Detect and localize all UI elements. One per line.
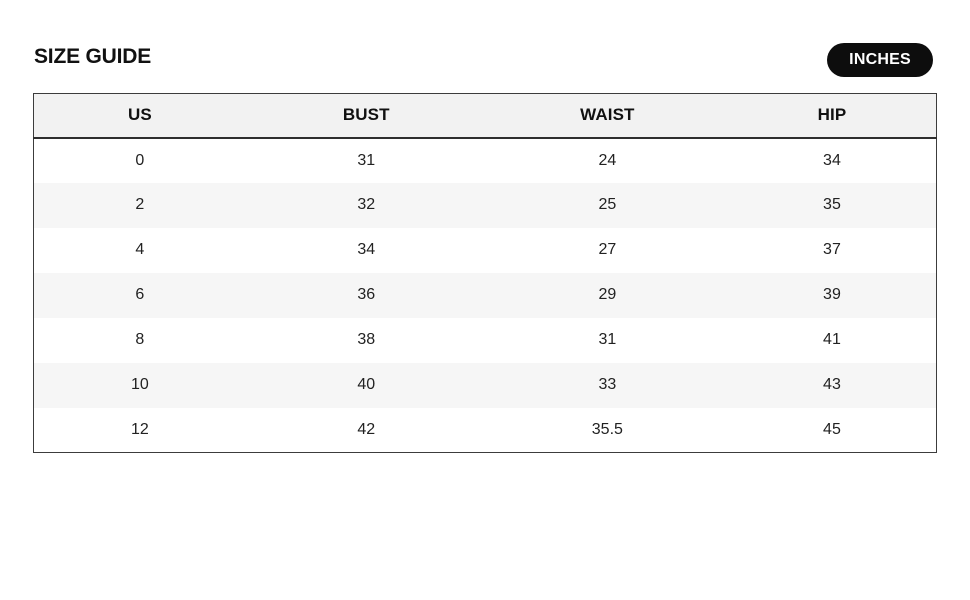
- cell-hip: 41: [727, 317, 937, 363]
- cell-bust: 38: [245, 317, 487, 363]
- units-toggle-button[interactable]: INCHES: [827, 43, 933, 77]
- table-row: 10 40 33 43: [33, 362, 937, 408]
- column-header-us: US: [33, 93, 246, 139]
- table-row: 0 31 24 34: [33, 137, 937, 183]
- cell-hip: 39: [727, 272, 937, 318]
- column-header-hip: HIP: [727, 93, 937, 139]
- cell-waist: 25: [486, 182, 728, 228]
- cell-bust: 36: [245, 272, 487, 318]
- size-guide-table: US BUST WAIST HIP 0 31 24 34 2 32 25 35 …: [33, 93, 937, 453]
- table-header: US BUST WAIST HIP: [33, 93, 937, 139]
- cell-waist: 33: [486, 362, 728, 408]
- cell-us: 2: [33, 182, 246, 228]
- table-header-row: US BUST WAIST HIP: [33, 93, 937, 139]
- page-title: SIZE GUIDE: [34, 45, 152, 68]
- cell-us: 8: [33, 317, 246, 363]
- cell-waist: 27: [486, 227, 728, 273]
- cell-us: 10: [33, 362, 246, 408]
- cell-bust: 40: [245, 362, 487, 408]
- cell-bust: 32: [245, 182, 487, 228]
- cell-us: 0: [33, 137, 246, 183]
- cell-hip: 35: [727, 182, 937, 228]
- table-body: 0 31 24 34 2 32 25 35 4 34 27 37 6 36 29: [33, 137, 937, 453]
- cell-hip: 37: [727, 227, 937, 273]
- column-header-bust: BUST: [245, 93, 487, 139]
- table-row: 2 32 25 35: [33, 182, 937, 228]
- cell-hip: 45: [727, 407, 937, 453]
- cell-bust: 34: [245, 227, 487, 273]
- table-row: 6 36 29 39: [33, 272, 937, 318]
- cell-us: 6: [33, 272, 246, 318]
- table-row: 12 42 35.5 45: [33, 407, 937, 453]
- cell-waist: 29: [486, 272, 728, 318]
- cell-bust: 42: [245, 407, 487, 453]
- cell-hip: 34: [727, 137, 937, 183]
- cell-waist: 35.5: [486, 407, 728, 453]
- cell-waist: 24: [486, 137, 728, 183]
- cell-us: 12: [33, 407, 246, 453]
- cell-bust: 31: [245, 137, 487, 183]
- table-row: 8 38 31 41: [33, 317, 937, 363]
- cell-hip: 43: [727, 362, 937, 408]
- table-row: 4 34 27 37: [33, 227, 937, 273]
- cell-us: 4: [33, 227, 246, 273]
- cell-waist: 31: [486, 317, 728, 363]
- column-header-waist: WAIST: [486, 93, 728, 139]
